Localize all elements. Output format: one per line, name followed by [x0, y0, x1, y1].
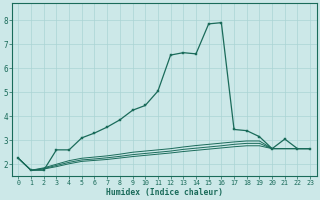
X-axis label: Humidex (Indice chaleur): Humidex (Indice chaleur)	[106, 188, 223, 197]
